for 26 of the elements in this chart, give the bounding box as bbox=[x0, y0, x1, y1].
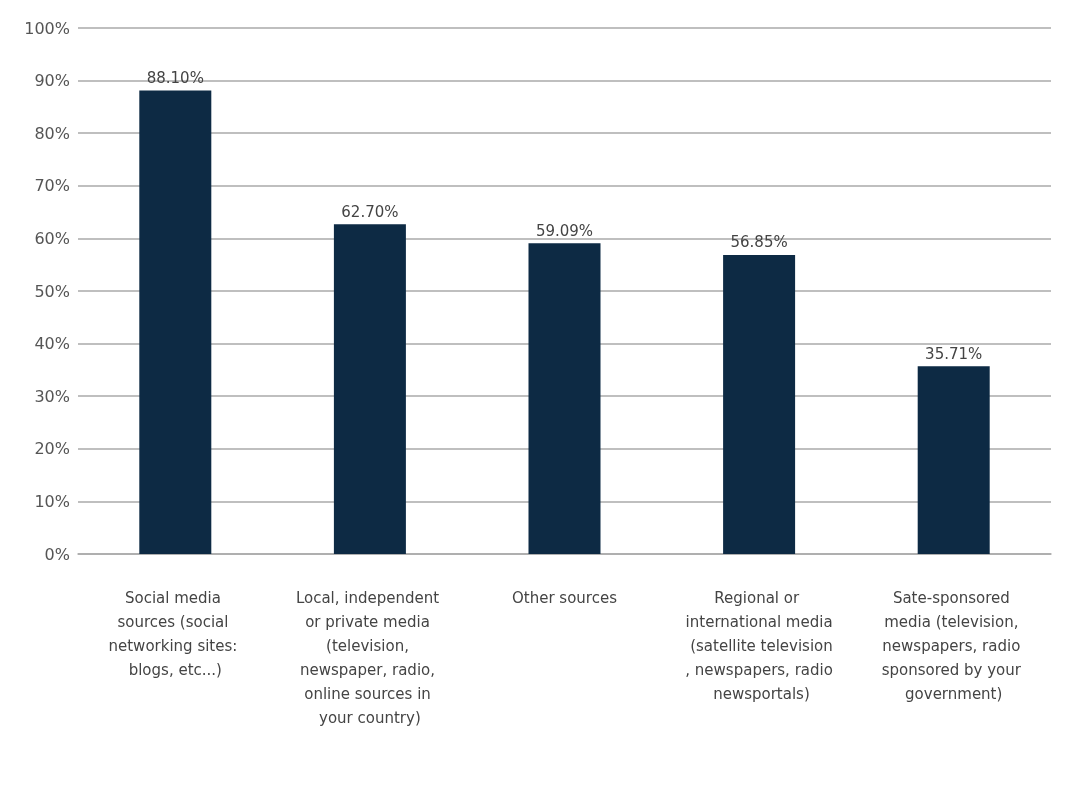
bar bbox=[139, 90, 212, 554]
y-tick-label: 40% bbox=[34, 334, 70, 354]
y-tick-label: 60% bbox=[34, 228, 70, 248]
y-tick-label: 80% bbox=[34, 123, 70, 143]
y-tick-label: 90% bbox=[34, 71, 70, 91]
x-tick-label: Sate-sponsored media (television, newspapers, radio sponsored by your government) bbox=[881, 589, 1026, 703]
data-label: 88.10% bbox=[146, 69, 204, 88]
x-tick-label: Other sources bbox=[512, 589, 618, 607]
bar bbox=[528, 243, 601, 554]
y-tick-label: 10% bbox=[34, 491, 70, 511]
data-label: 62.70% bbox=[341, 202, 399, 221]
x-tick-label: Local, independent or private media (television, newspaper, radio, online sources in your country) bbox=[295, 589, 444, 727]
bar bbox=[917, 366, 990, 554]
y-tick-label: 100% bbox=[24, 18, 70, 38]
y-tick-label: 70% bbox=[34, 176, 70, 196]
data-label: 59.09% bbox=[535, 221, 594, 240]
y-tick-label: 0% bbox=[44, 544, 70, 564]
x-tick-label: Regional or international media (satellite television, newspapers, radio newsportals) bbox=[685, 589, 833, 703]
y-tick-label: 20% bbox=[34, 439, 70, 459]
data-label: 56.85% bbox=[730, 233, 788, 252]
bar bbox=[723, 254, 796, 554]
y-tick-label: 30% bbox=[34, 386, 70, 406]
y-tick-label: 50% bbox=[34, 281, 70, 301]
data-label: 35.71% bbox=[925, 344, 983, 363]
bar bbox=[333, 224, 406, 554]
x-tick-label: Social media sources (social networking sites: blogs, etc...) bbox=[108, 589, 243, 679]
